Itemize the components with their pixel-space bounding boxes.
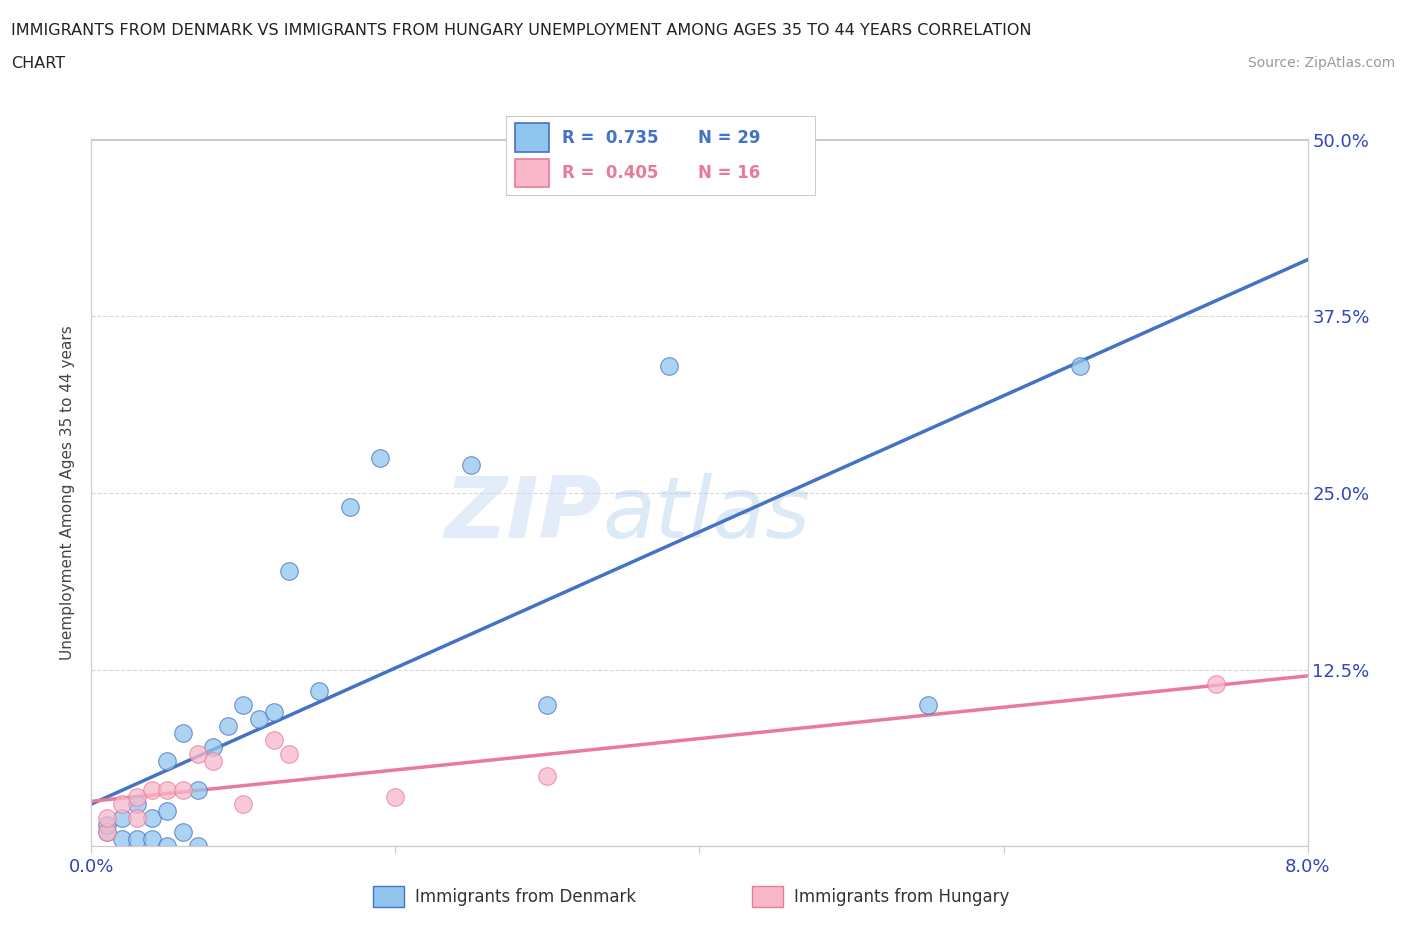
Point xyxy=(125,796,148,811)
Point xyxy=(96,817,118,832)
Point xyxy=(202,754,225,769)
Point xyxy=(156,782,179,797)
Point xyxy=(172,825,194,840)
Point xyxy=(368,450,391,465)
Point xyxy=(232,796,254,811)
Point xyxy=(141,782,163,797)
Point xyxy=(308,684,330,698)
Point xyxy=(460,458,482,472)
Point xyxy=(339,499,361,514)
Point xyxy=(125,831,148,846)
Text: atlas: atlas xyxy=(602,472,810,555)
Point xyxy=(278,564,301,578)
FancyBboxPatch shape xyxy=(516,124,550,152)
Point xyxy=(111,831,134,846)
Text: CHART: CHART xyxy=(11,56,65,71)
Point xyxy=(187,839,209,854)
Point xyxy=(536,698,558,712)
Point xyxy=(172,782,194,797)
Point xyxy=(187,782,209,797)
Point xyxy=(536,768,558,783)
Point xyxy=(202,740,225,755)
Text: R =  0.405: R = 0.405 xyxy=(562,165,658,182)
Point xyxy=(263,705,285,720)
Point xyxy=(1205,676,1227,691)
Text: N = 16: N = 16 xyxy=(697,165,761,182)
Text: Immigrants from Denmark: Immigrants from Denmark xyxy=(415,887,636,906)
Point xyxy=(172,725,194,740)
Point xyxy=(141,811,163,826)
Point xyxy=(278,747,301,762)
Text: Immigrants from Hungary: Immigrants from Hungary xyxy=(794,887,1010,906)
Point xyxy=(96,811,118,826)
Point xyxy=(232,698,254,712)
Point xyxy=(156,804,179,818)
Point xyxy=(217,719,239,734)
Point xyxy=(384,790,406,804)
Text: ZIP: ZIP xyxy=(444,472,602,555)
Point xyxy=(111,796,134,811)
Point xyxy=(1069,358,1091,373)
Point xyxy=(111,811,134,826)
Point xyxy=(156,754,179,769)
Point xyxy=(658,358,681,373)
Point xyxy=(125,811,148,826)
Text: R =  0.735: R = 0.735 xyxy=(562,128,658,147)
Point xyxy=(917,698,939,712)
Y-axis label: Unemployment Among Ages 35 to 44 years: Unemployment Among Ages 35 to 44 years xyxy=(60,326,76,660)
Point xyxy=(156,839,179,854)
FancyBboxPatch shape xyxy=(516,159,550,188)
Point xyxy=(247,711,270,726)
Text: IMMIGRANTS FROM DENMARK VS IMMIGRANTS FROM HUNGARY UNEMPLOYMENT AMONG AGES 35 TO: IMMIGRANTS FROM DENMARK VS IMMIGRANTS FR… xyxy=(11,23,1032,38)
Point xyxy=(125,790,148,804)
Point xyxy=(96,825,118,840)
Text: Source: ZipAtlas.com: Source: ZipAtlas.com xyxy=(1247,56,1395,70)
Point xyxy=(263,733,285,748)
Text: N = 29: N = 29 xyxy=(697,128,761,147)
Point xyxy=(187,747,209,762)
Point xyxy=(96,825,118,840)
Point xyxy=(141,831,163,846)
